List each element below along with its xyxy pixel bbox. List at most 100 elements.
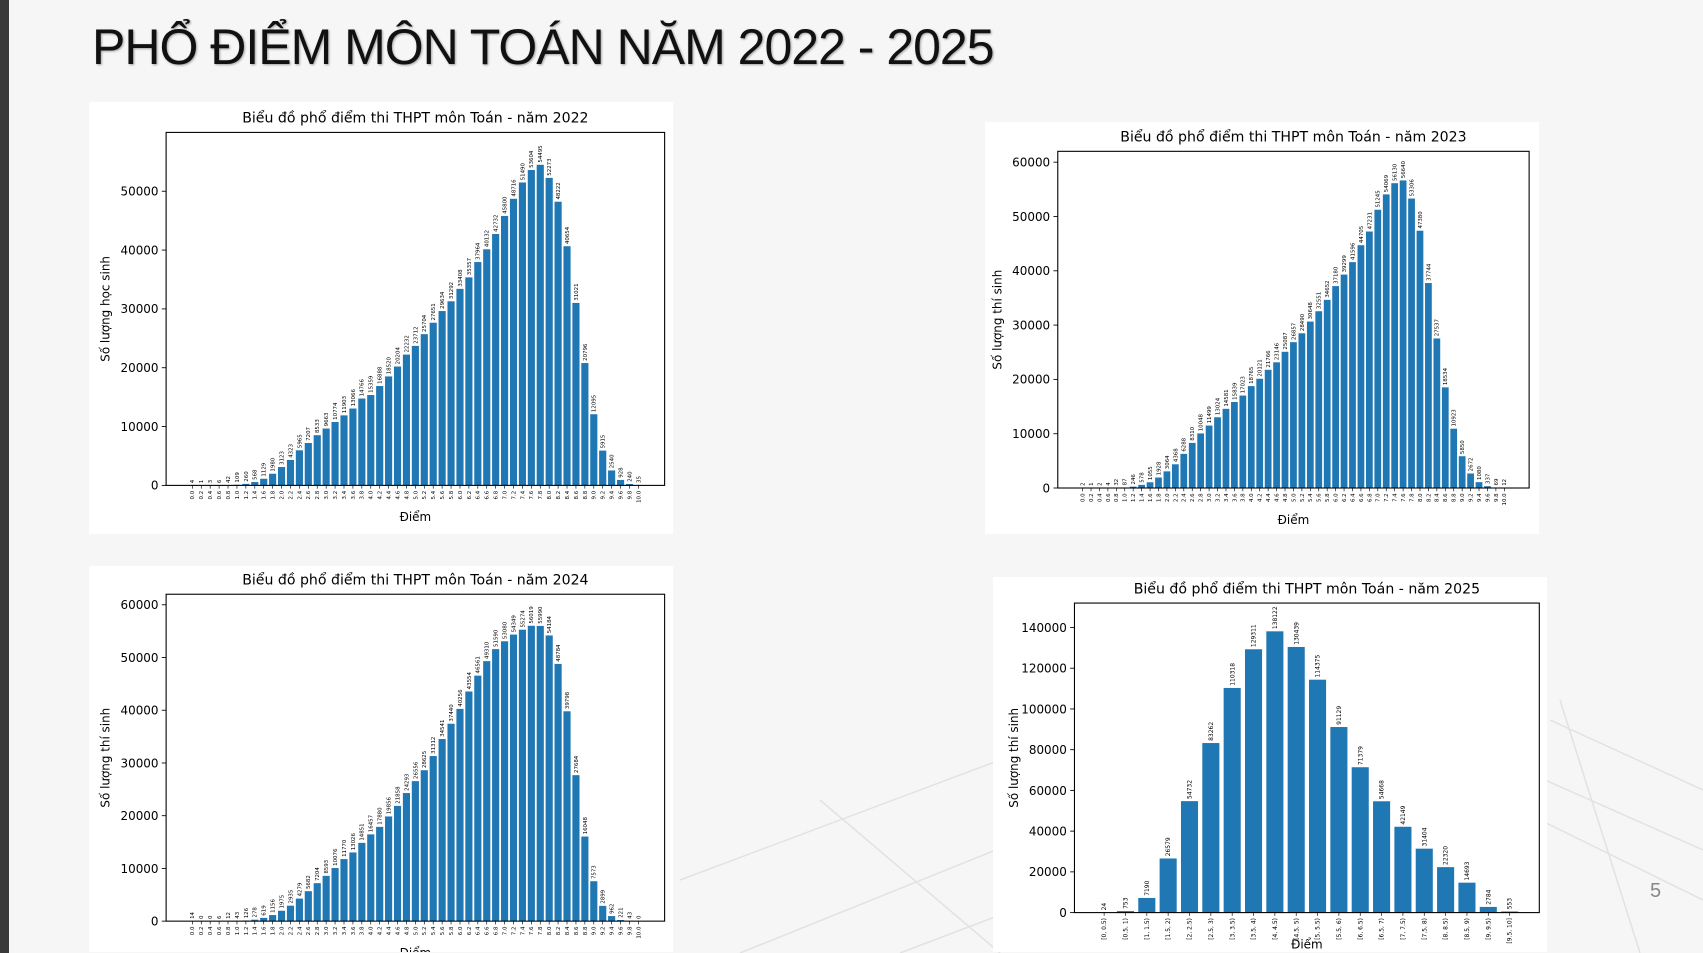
x-tick-label: 2.4 — [297, 490, 303, 499]
x-tick-label: [1, 1.5) — [1144, 918, 1151, 940]
bar — [1330, 726, 1348, 913]
value-label: 55274 — [520, 610, 526, 628]
value-label: 10076 — [333, 848, 339, 866]
value-label: 35 — [636, 476, 642, 483]
y-tick-label: 50000 — [1012, 209, 1050, 223]
x-tick-label: 1.6 — [1148, 493, 1154, 502]
value-label: 20796 — [583, 343, 589, 361]
y-tick-label: 60000 — [1029, 783, 1067, 797]
x-tick-label: 9.2 — [601, 926, 607, 935]
value-label: 51490 — [520, 163, 526, 181]
bar — [447, 723, 455, 921]
x-tick-label: 6.4 — [476, 490, 482, 499]
x-tick-label: 8.0 — [547, 490, 553, 499]
x-tick-label: 6.0 — [1334, 493, 1340, 502]
x-tick-label: 9.0 — [1460, 493, 1466, 502]
bar — [385, 376, 393, 486]
x-tick-label: 5.4 — [1308, 493, 1314, 502]
value-label: 37744 — [1426, 263, 1432, 281]
bar — [1450, 428, 1458, 488]
x-tick-label: 6.6 — [485, 926, 491, 935]
x-tick-label: 4.0 — [1249, 493, 1255, 502]
x-tick-label: 0.4 — [208, 490, 214, 499]
x-axis-label: Điểm — [400, 946, 432, 953]
x-tick-label: 2.6 — [306, 490, 312, 499]
bar — [617, 480, 625, 486]
bar — [1163, 471, 1171, 488]
value-label: 22320 — [1442, 845, 1449, 864]
bar — [1244, 648, 1262, 913]
value-label: 337 — [1485, 473, 1491, 483]
bar — [599, 905, 607, 921]
x-tick-label: 4.4 — [1266, 493, 1272, 502]
x-tick-label: 4.6 — [1275, 493, 1281, 502]
value-label: 5850 — [1460, 439, 1466, 453]
value-label: 23712 — [413, 327, 419, 344]
bar — [501, 641, 509, 921]
bar — [429, 322, 437, 486]
x-tick-label: 7.6 — [529, 490, 535, 499]
chart: Biểu đồ phổ điểm thi THPT môn Toán - năm… — [89, 102, 674, 535]
bar — [581, 836, 589, 921]
value-label: 40132 — [485, 230, 491, 247]
bar — [1467, 473, 1475, 488]
value-label: 25704 — [422, 314, 428, 332]
bar — [420, 334, 428, 486]
value-label: 48784 — [556, 644, 562, 662]
value-label: 126 — [244, 907, 250, 918]
x-tick-label: 0.0 — [1081, 493, 1087, 502]
x-axis-label: Điểm — [1278, 512, 1310, 526]
bar — [1394, 826, 1412, 913]
bar — [1500, 911, 1518, 913]
x-tick-label: [9, 9.5) — [1485, 918, 1492, 940]
x-tick-label: 3.6 — [351, 926, 357, 935]
bar — [1475, 481, 1483, 488]
x-axis-label: Điểm — [1291, 937, 1323, 951]
x-tick-label: 7.6 — [529, 926, 535, 935]
value-label: 24 — [1101, 902, 1108, 910]
bar — [1172, 463, 1179, 488]
value-label: 29634 — [440, 291, 446, 309]
x-tick-label: 2.2 — [288, 491, 294, 500]
bar — [474, 675, 482, 921]
bar — [465, 277, 473, 486]
y-tick-label: 0 — [151, 479, 159, 493]
value-label: 21858 — [395, 786, 401, 804]
bar — [394, 366, 402, 486]
x-tick-label: 4.0 — [369, 490, 375, 499]
x-tick-label: 7.8 — [1410, 493, 1416, 502]
x-tick-label: 9.4 — [1477, 493, 1483, 502]
x-tick-label: 6.8 — [494, 490, 500, 499]
value-label: 31021 — [574, 284, 580, 301]
bar — [554, 201, 562, 486]
x-tick-label: 5.8 — [449, 490, 455, 499]
value-label: 16457 — [369, 815, 375, 832]
bar — [1256, 378, 1264, 488]
value-label: 54069 — [1384, 174, 1390, 192]
value-label: 14693 — [1464, 861, 1471, 880]
value-label: 4 — [190, 479, 196, 483]
bar — [1273, 361, 1281, 488]
value-label: 24293 — [404, 773, 410, 791]
value-label: 33408 — [458, 269, 464, 287]
bar — [545, 177, 553, 486]
bar — [456, 708, 464, 921]
value-label: 54349 — [511, 614, 517, 632]
value-label: 6288 — [1182, 437, 1188, 451]
bar — [1281, 351, 1289, 488]
x-tick-label: 3.8 — [360, 490, 366, 499]
value-label: 568 — [253, 469, 259, 480]
x-tick-label: 3.8 — [1241, 493, 1247, 502]
x-tick-label: 2.4 — [1182, 493, 1188, 502]
bar — [1441, 386, 1449, 488]
x-tick-label: 2.8 — [1199, 493, 1205, 502]
value-label: 1 — [1089, 482, 1095, 485]
x-tick-label: 7.2 — [1384, 493, 1390, 502]
bar — [349, 852, 357, 921]
x-tick-label: 1.2 — [244, 926, 250, 935]
bar — [492, 234, 500, 486]
value-label: 928 — [619, 467, 625, 478]
chart: Biểu đồ phổ điểm thi THPT môn Toán - năm… — [89, 565, 674, 953]
x-tick-label: 8.2 — [556, 926, 562, 935]
value-label: 31312 — [431, 736, 437, 753]
